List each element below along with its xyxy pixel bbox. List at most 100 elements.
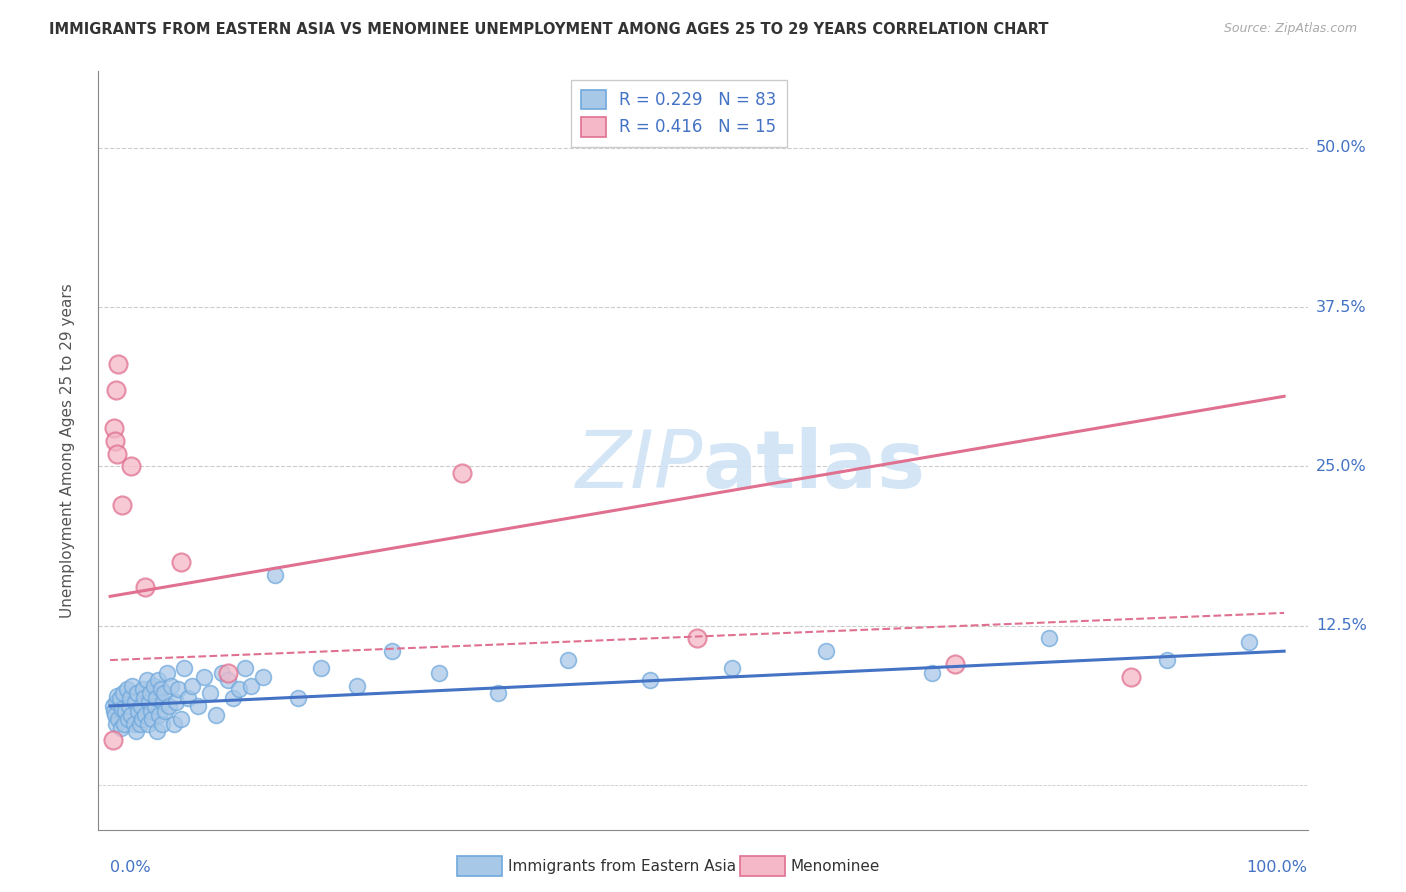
Text: Source: ZipAtlas.com: Source: ZipAtlas.com [1223,22,1357,36]
Point [120,459,142,474]
Point [141,704,163,718]
Point [111,701,134,715]
Point [165,695,187,709]
Point [128,716,150,731]
Point [815,644,838,658]
Point [162,716,184,731]
Text: IMMIGRANTS FROM EASTERN ASIA VS MENOMINEE UNEMPLOYMENT AMONG AGES 25 TO 29 YEARS: IMMIGRANTS FROM EASTERN ASIA VS MENOMINE… [49,22,1049,37]
Point [217,673,239,688]
Point [103,421,125,435]
Point [1121,670,1143,684]
Point [125,724,148,739]
Point [142,679,165,693]
Point [176,691,198,706]
Text: 0.0%: 0.0% [110,860,150,875]
Text: 25.0%: 25.0% [1316,458,1367,474]
Point [557,653,579,667]
Point [104,707,127,722]
Point [103,704,125,718]
Point [381,644,404,658]
Point [252,670,274,684]
Point [138,695,160,709]
Point [148,673,170,688]
Text: ZIP: ZIP [575,426,703,505]
Point [150,716,173,731]
Point [108,691,131,706]
Point [129,698,152,713]
Point [105,447,128,461]
Point [240,679,263,693]
Point [124,695,146,709]
Point [112,716,135,731]
Point [169,712,191,726]
Point [134,581,156,595]
Point [198,686,221,700]
Point [148,707,170,722]
Point [211,665,233,680]
Text: atlas: atlas [703,426,927,505]
Point [107,358,129,372]
Point [146,724,169,739]
Text: 37.5%: 37.5% [1316,300,1367,315]
Point [160,679,183,693]
Point [114,704,136,718]
Text: Immigrants from Eastern Asia: Immigrants from Eastern Asia [508,859,735,873]
Point [167,682,190,697]
Point [117,712,139,726]
Point [1038,632,1060,646]
Point [945,657,967,671]
Point [155,704,177,718]
Point [115,682,138,697]
Legend: R = 0.229   N = 83, R = 0.416   N = 15: R = 0.229 N = 83, R = 0.416 N = 15 [571,79,786,146]
Point [101,733,124,747]
Point [135,673,157,688]
Point [222,691,245,706]
Point [141,712,163,726]
Point [139,686,162,700]
Point [169,555,191,569]
Point [1156,653,1178,667]
Point [228,682,250,697]
Point [181,679,204,693]
Point [112,686,135,700]
Point [118,698,141,713]
Point [173,661,195,675]
Point [131,712,153,726]
Point [451,466,474,480]
Point [120,707,142,722]
Point [152,695,174,709]
Point [105,689,128,703]
Point [134,691,156,706]
Point [136,716,159,731]
Point [107,712,129,726]
Point [311,661,333,675]
Point [157,698,180,713]
Point [686,632,709,646]
Point [486,686,509,700]
Point [1237,635,1260,649]
Text: 50.0%: 50.0% [1316,140,1367,155]
Text: 12.5%: 12.5% [1316,618,1367,633]
Point [110,721,132,735]
Point [721,661,744,675]
Point [155,665,177,680]
Point [122,716,145,731]
Text: 100.0%: 100.0% [1247,860,1308,875]
Point [105,716,128,731]
Point [346,679,368,693]
Point [134,707,156,722]
Point [187,698,209,713]
Point [127,704,149,718]
Point [143,698,166,713]
Point [263,567,285,582]
Point [233,661,256,675]
Point [105,383,128,397]
Text: Menominee: Menominee [790,859,880,873]
Point [287,691,309,706]
Y-axis label: Unemployment Among Ages 25 to 29 years: Unemployment Among Ages 25 to 29 years [60,283,75,618]
Point [111,498,134,512]
Point [638,673,661,688]
Point [132,682,155,697]
Point [149,682,172,697]
Point [921,665,943,680]
